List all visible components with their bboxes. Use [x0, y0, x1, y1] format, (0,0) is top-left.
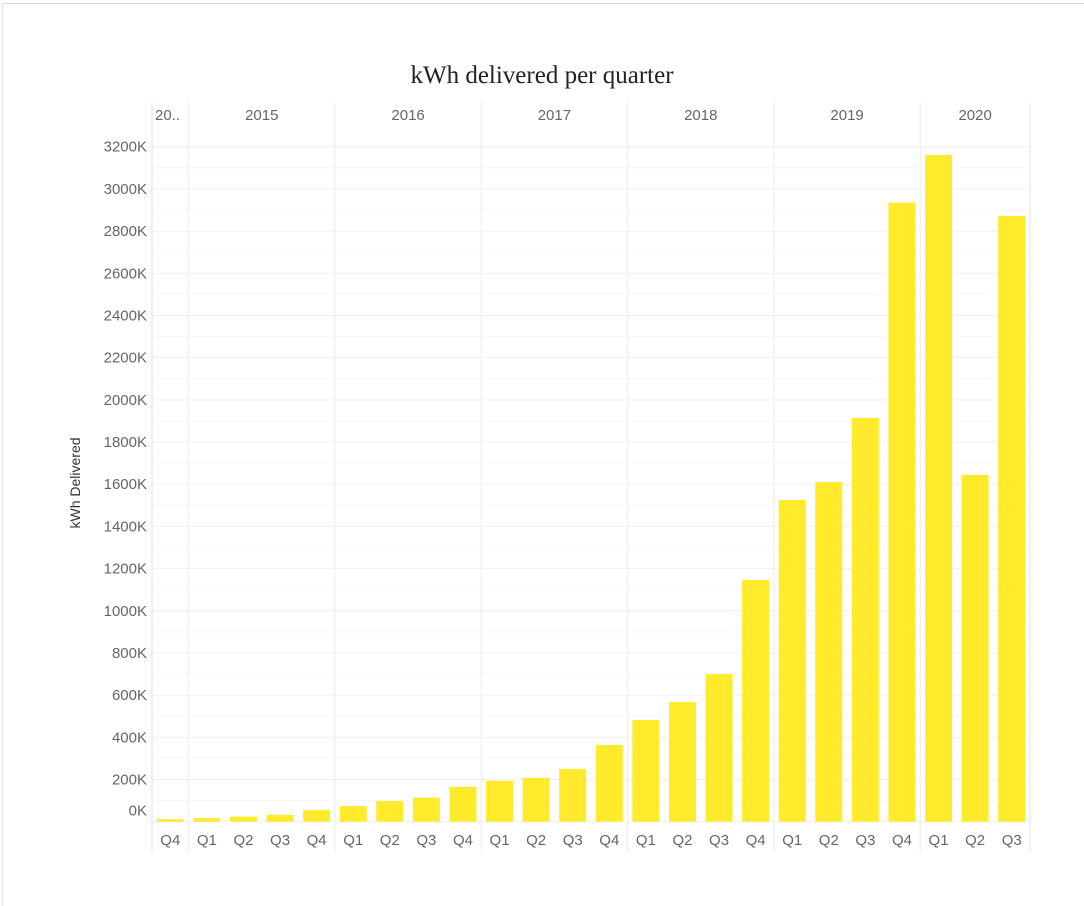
quarter-label: Q2 — [380, 832, 400, 849]
quarter-label: Q3 — [709, 832, 729, 849]
y-tick-label: 1400K — [104, 518, 147, 535]
year-header: 2020 — [958, 107, 991, 124]
bar — [266, 814, 294, 822]
bar — [449, 786, 477, 822]
quarter-label: Q4 — [307, 832, 327, 849]
y-tick-label: 2600K — [104, 265, 147, 282]
quarter-label: Q3 — [416, 832, 436, 849]
bar — [412, 797, 440, 822]
y-tick-label: 600K — [112, 687, 147, 704]
quarter-label: Q2 — [672, 832, 692, 849]
quarter-label: Q4 — [599, 832, 619, 849]
quarter-label: Q2 — [526, 832, 546, 849]
quarter-label: Q3 — [563, 832, 583, 849]
quarter-label: Q1 — [490, 832, 510, 849]
y-tick-label: 200K — [112, 772, 147, 789]
quarter-label: Q1 — [197, 832, 217, 849]
bar — [888, 202, 916, 822]
y-tick-label: 2800K — [104, 223, 147, 240]
bar — [961, 474, 989, 822]
bar — [339, 806, 367, 822]
bar — [632, 720, 660, 822]
year-header: 2019 — [830, 107, 863, 124]
quarter-label: Q1 — [636, 832, 656, 849]
y-tick-label: 1800K — [104, 434, 147, 451]
year-header: 2015 — [245, 107, 278, 124]
quarter-label: Q3 — [1002, 832, 1022, 849]
bar — [925, 154, 953, 822]
quarter-label: Q4 — [892, 832, 912, 849]
bar — [668, 702, 696, 822]
quarter-label: Q4 — [453, 832, 473, 849]
year-header: 2016 — [391, 107, 424, 124]
bar — [742, 579, 770, 822]
bar — [376, 801, 404, 822]
dashboard-frame — [2, 3, 1084, 906]
bar — [522, 777, 550, 822]
quarter-label: Q2 — [819, 832, 839, 849]
quarter-label: Q1 — [929, 832, 949, 849]
y-tick-label: 0K — [129, 803, 147, 820]
quarter-label: Q2 — [233, 832, 253, 849]
y-tick-label: 800K — [112, 645, 147, 662]
bar — [193, 818, 221, 822]
y-tick-label: 3000K — [104, 181, 147, 198]
bar — [559, 768, 587, 822]
quarter-label: Q1 — [782, 832, 802, 849]
y-tick-label: 3200K — [104, 139, 147, 156]
year-header: 2017 — [538, 107, 571, 124]
year-header: 2018 — [684, 107, 717, 124]
y-tick-label: 2400K — [104, 307, 147, 324]
quarter-label: Q2 — [965, 832, 985, 849]
quarter-label: Q1 — [343, 832, 363, 849]
y-tick-label: 1600K — [104, 476, 147, 493]
quarter-label: Q3 — [270, 832, 290, 849]
quarter-label: Q4 — [746, 832, 766, 849]
bar — [229, 816, 257, 822]
quarter-label: Q4 — [160, 832, 180, 849]
bar — [705, 674, 733, 822]
quarter-label: Q3 — [855, 832, 875, 849]
y-tick-label: 1000K — [104, 603, 147, 620]
y-tick-label: 400K — [112, 729, 147, 746]
year-header: 20.. — [155, 107, 180, 124]
bar — [156, 819, 184, 822]
bar — [595, 744, 623, 822]
bar — [815, 482, 843, 822]
bar — [998, 215, 1026, 822]
y-tick-label: 1200K — [104, 561, 147, 578]
y-tick-label: 2200K — [104, 350, 147, 367]
bar — [486, 780, 514, 822]
y-tick-label: 2000K — [104, 392, 147, 409]
bar — [778, 500, 806, 822]
chart-title: kWh delivered per quarter — [410, 62, 674, 89]
bar — [851, 417, 879, 822]
bar — [303, 810, 331, 822]
